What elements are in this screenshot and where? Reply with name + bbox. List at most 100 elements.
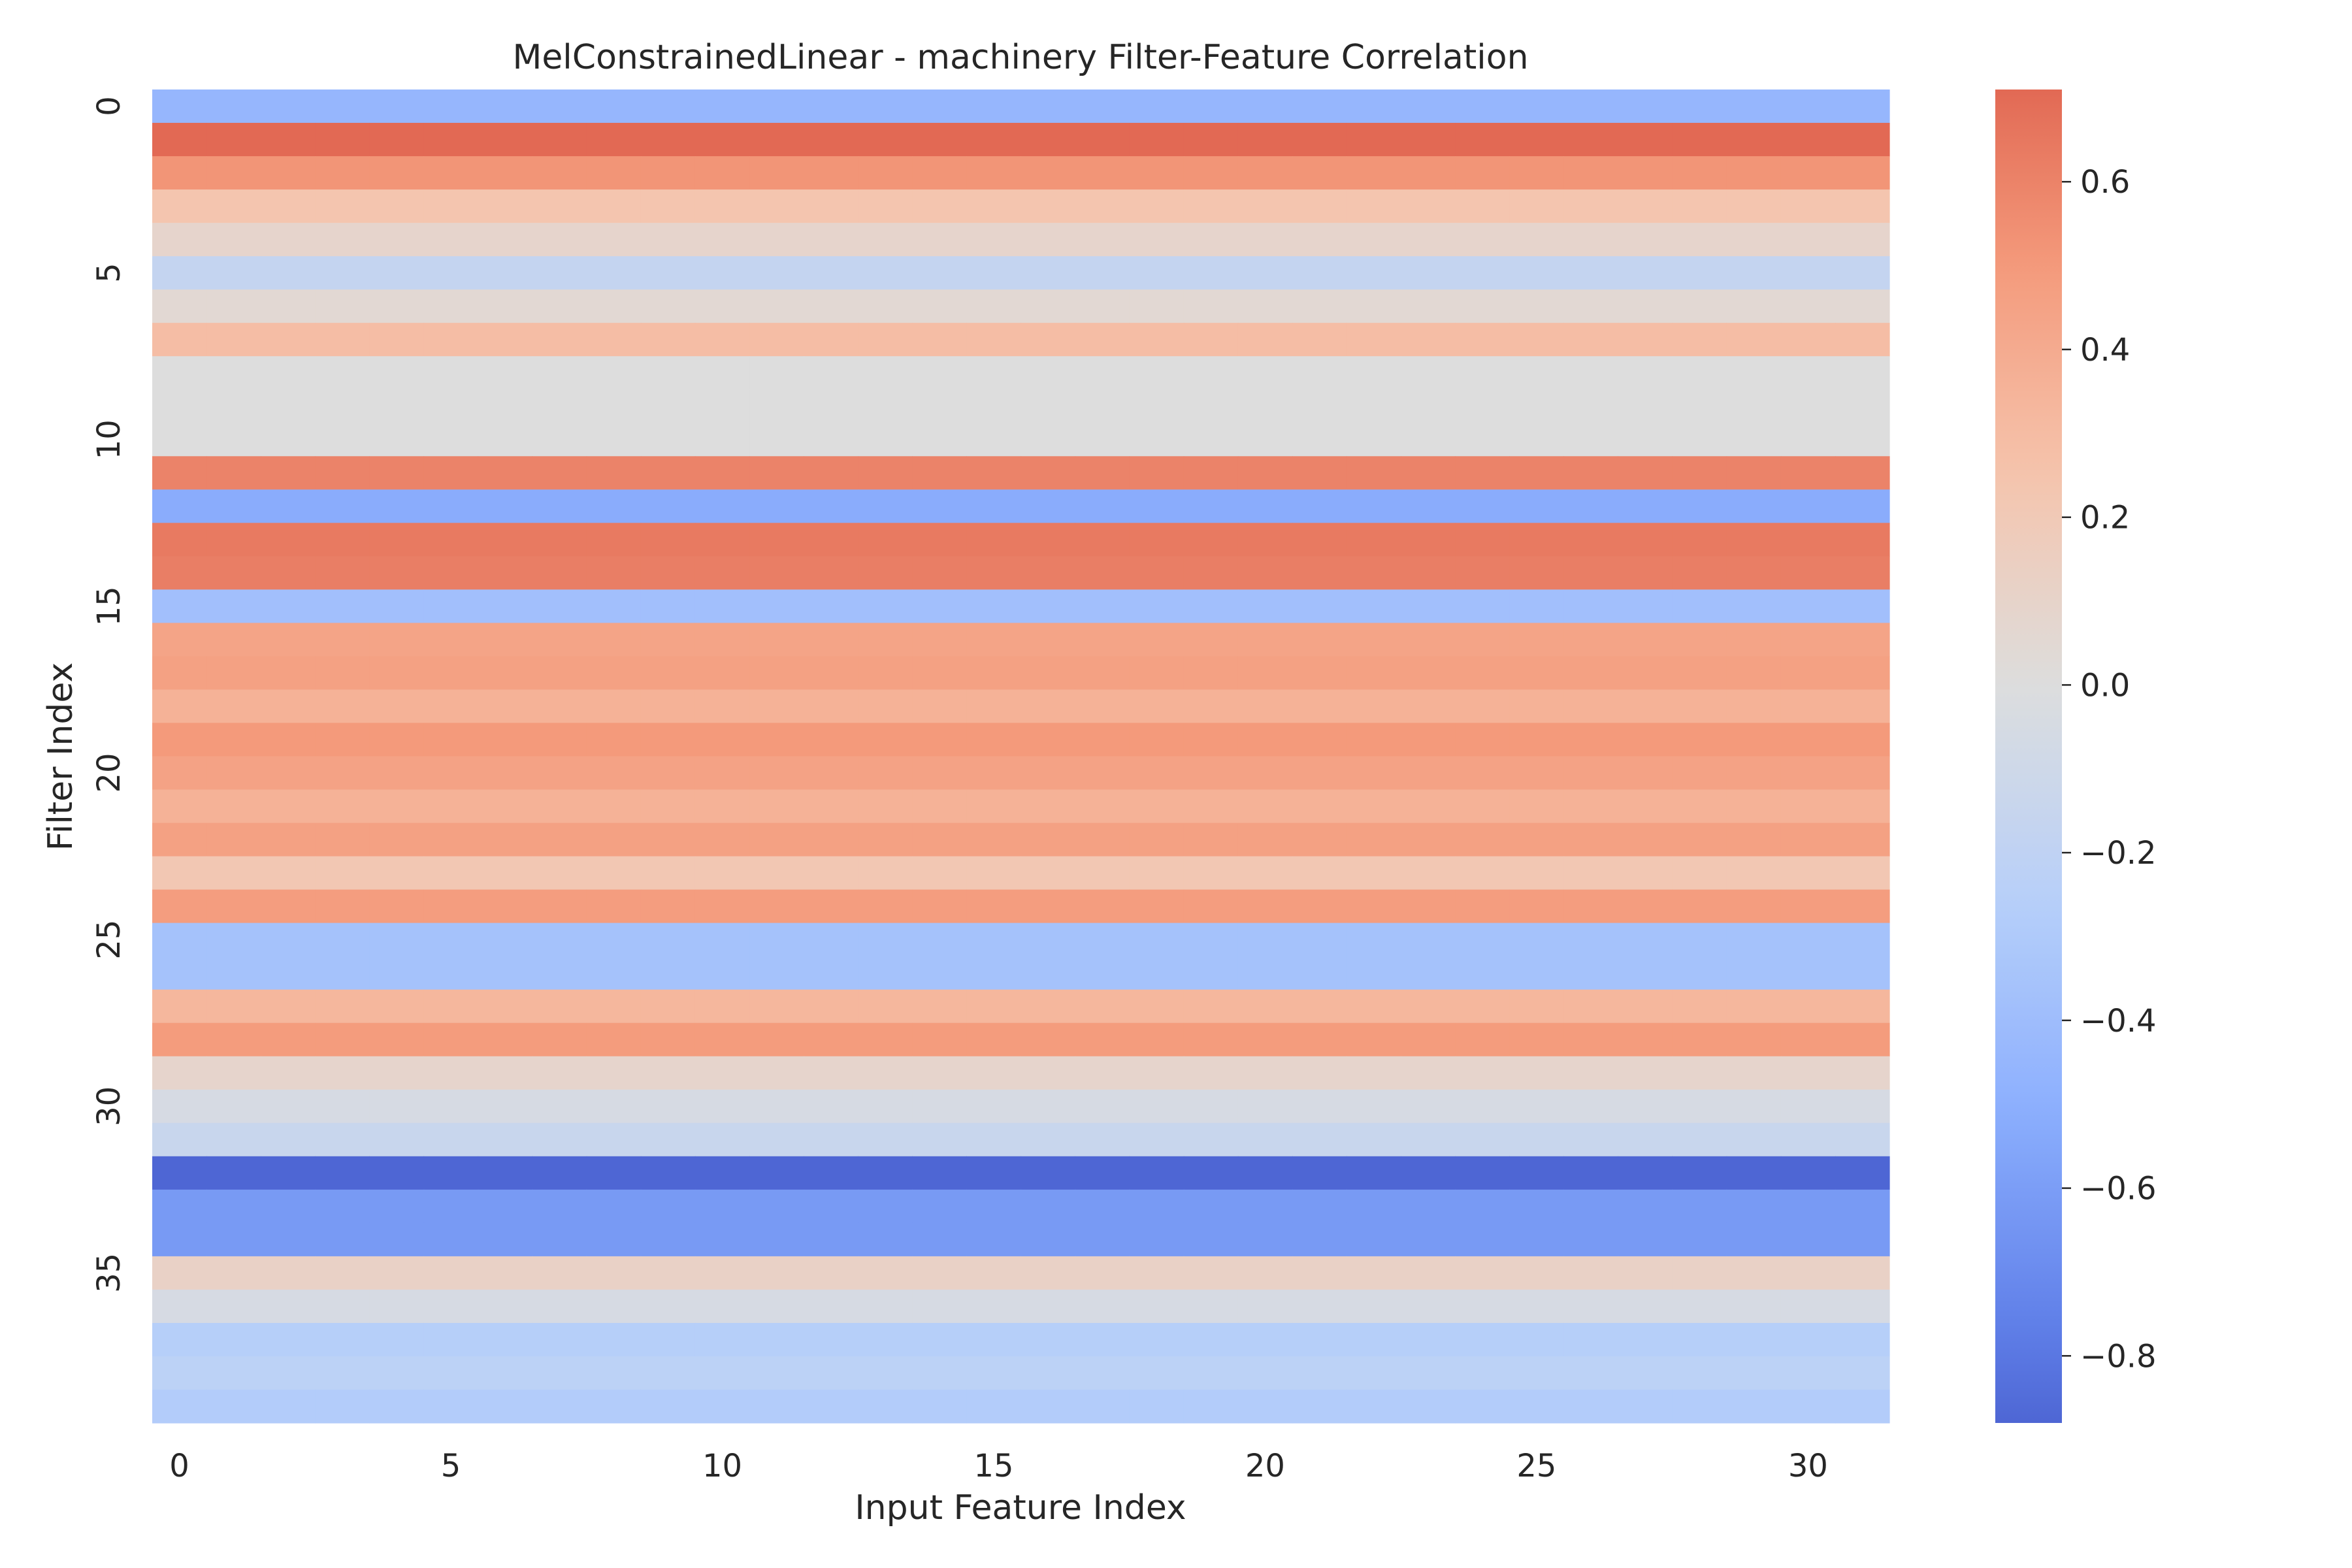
heatmap-cell xyxy=(1021,623,1076,657)
heatmap-cell xyxy=(1618,956,1673,990)
heatmap-cell xyxy=(1455,1122,1510,1157)
heatmap-cell xyxy=(152,823,207,857)
heatmap-cell xyxy=(640,256,696,290)
heatmap-cell xyxy=(206,956,261,990)
heatmap-cell xyxy=(1347,323,1401,357)
heatmap-cell xyxy=(152,256,207,290)
heatmap-cell xyxy=(423,123,479,157)
heatmap-cell xyxy=(1672,456,1727,490)
heatmap-cell xyxy=(1292,989,1347,1024)
heatmap-cell xyxy=(1780,123,1836,157)
heatmap-cell xyxy=(261,1389,316,1424)
heatmap-cell xyxy=(749,556,804,590)
heatmap-cell xyxy=(694,989,750,1024)
heatmap-cell xyxy=(1672,1122,1727,1157)
heatmap-cell xyxy=(369,523,425,557)
heatmap-cell xyxy=(1618,423,1673,457)
heatmap-cell xyxy=(912,789,967,824)
heatmap-cell xyxy=(858,90,913,123)
heatmap-cell xyxy=(749,689,804,724)
heatmap-cell xyxy=(1672,356,1727,390)
heatmap-cell xyxy=(1183,1156,1239,1190)
heatmap-cell xyxy=(206,289,261,323)
heatmap-cell xyxy=(749,989,804,1024)
heatmap-cell xyxy=(1509,823,1565,857)
heatmap-cell xyxy=(1726,823,1782,857)
heatmap-cell xyxy=(1618,323,1673,357)
heatmap-cell xyxy=(1835,523,1890,557)
heatmap-cell xyxy=(423,656,479,691)
heatmap-cell xyxy=(1563,1189,1619,1224)
heatmap-cell xyxy=(1183,1389,1239,1424)
heatmap-cell xyxy=(1347,1156,1401,1190)
heatmap-cell xyxy=(1618,889,1673,924)
heatmap-cell xyxy=(478,523,533,557)
heatmap-cell xyxy=(206,423,261,457)
heatmap-cell xyxy=(1672,123,1727,157)
heatmap-cell xyxy=(1129,889,1184,924)
heatmap-cell xyxy=(1455,289,1510,323)
heatmap-cell xyxy=(1780,556,1836,590)
heatmap-cell xyxy=(749,789,804,824)
heatmap-cell xyxy=(966,989,1022,1024)
heatmap-cell xyxy=(804,523,858,557)
heatmap-cell xyxy=(1129,156,1184,190)
heatmap-cell xyxy=(1292,1356,1347,1390)
heatmap-cell xyxy=(1726,189,1782,223)
heatmap-cell xyxy=(1292,523,1347,557)
heatmap-cell xyxy=(1726,756,1782,791)
heatmap-cell xyxy=(152,1289,207,1324)
heatmap-cell xyxy=(1129,1022,1184,1057)
heatmap-cell xyxy=(858,1089,913,1124)
heatmap-cell xyxy=(1075,123,1130,157)
x-tick-label: 30 xyxy=(1788,1448,1828,1484)
heatmap-cell xyxy=(1563,489,1619,523)
heatmap-cell xyxy=(423,356,479,390)
heatmap-cell xyxy=(369,1222,425,1257)
heatmap-cell xyxy=(694,456,750,490)
heatmap-cell xyxy=(532,923,587,957)
heatmap-cell xyxy=(1509,1056,1565,1090)
heatmap-cell xyxy=(1347,156,1401,190)
heatmap-cell xyxy=(1509,1256,1565,1290)
heatmap-cell xyxy=(640,1022,696,1057)
heatmap-cell xyxy=(640,1389,696,1424)
heatmap-cell xyxy=(1075,823,1130,857)
heatmap-cell xyxy=(640,289,696,323)
heatmap-cell xyxy=(1021,1122,1076,1157)
heatmap-cell xyxy=(1237,989,1293,1024)
heatmap-cell xyxy=(640,1089,696,1124)
heatmap-cell xyxy=(1292,856,1347,890)
heatmap-cell xyxy=(1509,923,1565,957)
heatmap-cell xyxy=(749,656,804,691)
heatmap-cell xyxy=(1183,423,1239,457)
heatmap-cell xyxy=(369,856,425,890)
heatmap-cell xyxy=(1780,1022,1836,1057)
heatmap-cell xyxy=(1509,1122,1565,1157)
heatmap-cell xyxy=(1292,456,1347,490)
heatmap-cell xyxy=(1672,1089,1727,1124)
heatmap-cell xyxy=(804,889,858,924)
heatmap-cell xyxy=(1672,923,1727,957)
heatmap-cell xyxy=(1618,623,1673,657)
heatmap-cell xyxy=(858,223,913,257)
heatmap-cell xyxy=(966,1256,1022,1290)
heatmap-cell xyxy=(532,289,587,323)
heatmap-cell xyxy=(315,356,370,390)
heatmap-cell xyxy=(1726,489,1782,523)
heatmap-cell xyxy=(1237,1389,1293,1424)
heatmap-cell xyxy=(1347,823,1401,857)
heatmap-cell xyxy=(206,90,261,123)
heatmap-cell xyxy=(1455,1356,1510,1390)
heatmap-cell xyxy=(1075,623,1130,657)
heatmap-cell xyxy=(1780,1089,1836,1124)
heatmap-cell xyxy=(749,1156,804,1190)
heatmap-cell xyxy=(586,1289,642,1324)
heatmap-cell xyxy=(1563,1122,1619,1157)
heatmap-cell xyxy=(261,623,316,657)
heatmap-cell xyxy=(966,456,1022,490)
heatmap-cell xyxy=(640,223,696,257)
heatmap-cell xyxy=(152,556,207,590)
heatmap-cell xyxy=(1292,90,1347,123)
heatmap-cell xyxy=(1401,656,1456,691)
